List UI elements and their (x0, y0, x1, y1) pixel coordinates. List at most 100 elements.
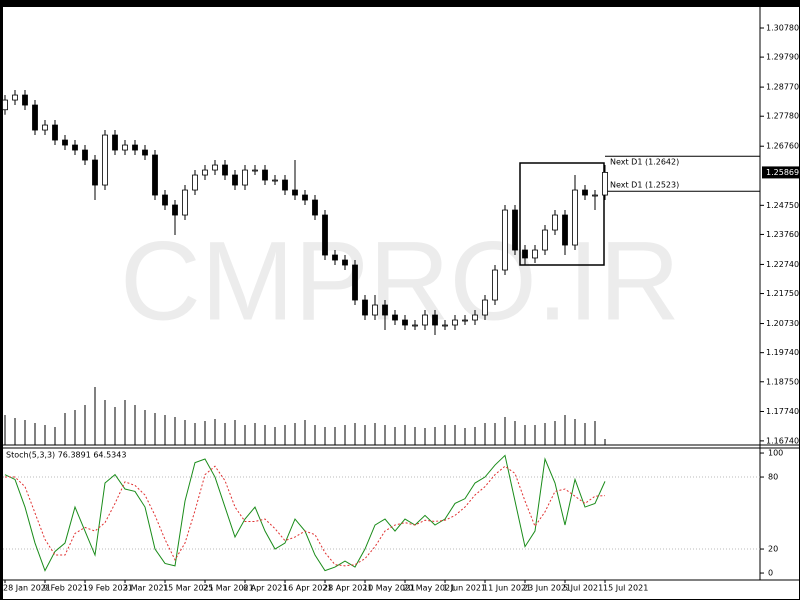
candle-body (232, 174, 238, 186)
watermark: CMPRO.IR (120, 219, 680, 344)
candle-body (452, 319, 458, 326)
x-tick-label: 10 May 2021 (363, 584, 415, 593)
forecast-label: Next D1 (1.2523) (610, 181, 679, 190)
candle-body (582, 189, 588, 196)
candle-body (322, 214, 328, 256)
candle-body (222, 164, 228, 176)
candle-body (542, 229, 548, 251)
candle-body (562, 214, 568, 246)
candle-body (422, 314, 428, 326)
x-tick-label: 19 Feb 2021 (83, 584, 133, 593)
y-tick-label: 1.28770 (766, 83, 799, 92)
candle-body (522, 249, 528, 259)
candle-body (262, 169, 268, 181)
x-tick-label: 23 Jun 2021 (523, 584, 571, 593)
indicator-title: Stoch(5,3,3) 76.3891 64.5343 (6, 451, 126, 460)
forecast-label: Next D1 (1.2642) (610, 158, 679, 167)
x-tick-label: 28 Jan 2021 (3, 584, 51, 593)
candle-body (112, 134, 118, 151)
candle-body (32, 104, 38, 131)
y2-tick-label: 100 (768, 449, 783, 458)
candle-body (552, 214, 558, 231)
y-tick-label: 1.24750 (766, 201, 799, 210)
candle-body (572, 189, 578, 246)
x-tick-label: 1 Jun 2021 (443, 584, 486, 593)
candle-body (102, 134, 108, 186)
x-tick-label: 6 Apr 2021 (243, 584, 287, 593)
candle-body (372, 304, 378, 316)
top-bar (0, 0, 800, 7)
candle-body (242, 169, 248, 186)
candle-body (302, 194, 308, 201)
y-tick-label: 1.16740 (766, 436, 799, 445)
x-tick-label: 9 Feb 2021 (43, 584, 88, 593)
x-tick-label: 15 Jul 2021 (603, 584, 648, 593)
y-tick-label: 1.23760 (766, 230, 799, 239)
stochastic-line (5, 465, 606, 567)
candle-body (342, 259, 348, 266)
x-tick-label: 11 Jun 2021 (483, 584, 531, 593)
candle-body (382, 304, 388, 316)
y-tick-label: 1.18750 (766, 377, 799, 386)
candle-body (132, 144, 138, 151)
candle-body (182, 189, 188, 216)
candle-body (432, 314, 438, 326)
candle-body (142, 149, 148, 156)
x-tick-label: 25 Mar 2021 (203, 584, 254, 593)
candle-body (52, 124, 58, 141)
x-tick-label: 5 Jul 2021 (563, 584, 603, 593)
candle-body (462, 319, 468, 322)
candle-body (442, 324, 448, 327)
y-tick-label: 1.19740 (766, 348, 799, 357)
candle-body (22, 94, 28, 106)
candle-body (332, 254, 338, 261)
candle-body (402, 319, 408, 326)
candle-body (492, 269, 498, 301)
candle-body (152, 154, 158, 196)
y-tick-label: 1.17740 (766, 407, 799, 416)
candle-body (42, 124, 48, 131)
candle-body (252, 169, 258, 172)
candle-body (312, 199, 318, 216)
y-tick-label: 1.30780 (766, 23, 799, 32)
x-tick-label: 20 May 2021 (403, 584, 455, 593)
candle-body (512, 209, 518, 251)
y-tick-label: 1.29790 (766, 53, 799, 62)
x-tick-label: 16 Apr 2021 (283, 584, 332, 593)
y-tick-label: 1.26760 (766, 142, 799, 151)
candle-body (192, 174, 198, 191)
candle-body (212, 164, 218, 171)
candle-body (352, 264, 358, 301)
candle-body (282, 179, 288, 191)
y-tick-label: 1.20730 (766, 319, 799, 328)
candle-body (482, 299, 488, 316)
candle-body (532, 249, 538, 259)
x-tick-label: 15 Mar 2021 (163, 584, 214, 593)
left-bar (0, 0, 3, 600)
last-price-box (762, 166, 799, 179)
y-tick-label: 1.27780 (766, 112, 799, 121)
candle-body (162, 194, 168, 206)
y-tick-label: 1.22740 (766, 260, 799, 269)
candle-body (122, 144, 128, 151)
last-price-label: 1.25869 (766, 168, 799, 177)
candle-body (82, 149, 88, 161)
candle-body (472, 314, 478, 321)
candle-body (292, 189, 298, 196)
x-tick-label: 28 Apr 2021 (323, 584, 372, 593)
highlight-box (519, 162, 605, 266)
candle-body (392, 314, 398, 321)
candle-body (202, 169, 208, 176)
candle-body (12, 94, 18, 101)
y2-tick-label: 0 (768, 569, 773, 578)
y2-tick-label: 20 (768, 545, 778, 554)
candle-body (92, 159, 98, 186)
candle-body (412, 324, 418, 327)
candle-body (72, 144, 78, 151)
candle-body (502, 209, 508, 271)
candle-body (592, 194, 598, 197)
x-tick-label: 3 Mar 2021 (123, 584, 169, 593)
y-tick-label: 1.21750 (766, 289, 799, 298)
